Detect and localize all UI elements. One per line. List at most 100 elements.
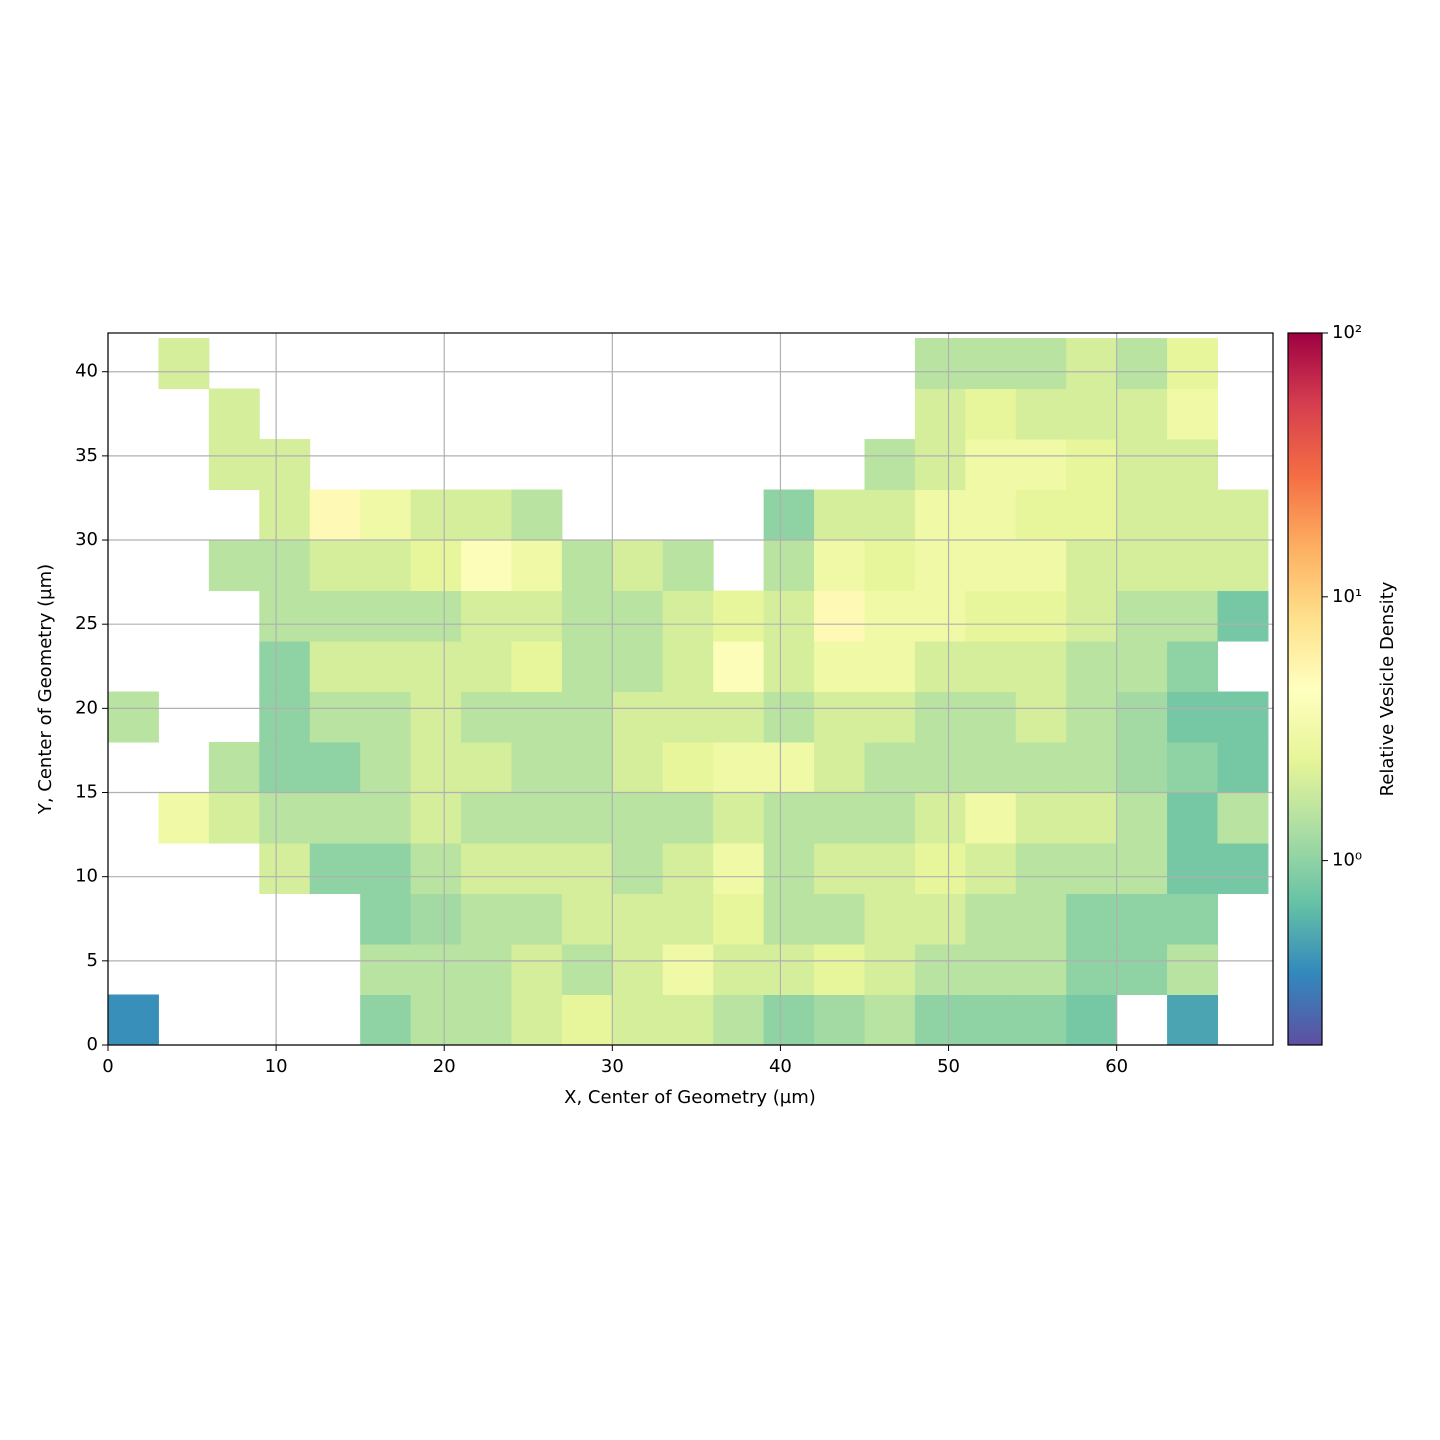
y-tick-label: 30 (75, 529, 98, 550)
heatmap-cell (360, 994, 412, 1046)
heatmap-cell (511, 590, 563, 642)
x-tick-label: 60 (1105, 1056, 1128, 1077)
heatmap-cell (814, 893, 865, 945)
heatmap-cell (309, 590, 361, 642)
heatmap-cell (1066, 944, 1118, 996)
heatmap-cell (461, 944, 512, 996)
heatmap-cell (814, 590, 865, 642)
heatmap-cell (1116, 944, 1168, 996)
heatmap-cell (461, 691, 512, 743)
heatmap-cell (814, 540, 865, 592)
heatmap-cell (1015, 843, 1067, 895)
heatmap-cell (561, 792, 613, 844)
heatmap-cell (662, 792, 714, 844)
heatmap-cell (662, 843, 714, 895)
heatmap-cell (914, 489, 966, 541)
heatmap-cell (208, 439, 260, 491)
colorbar (1287, 332, 1323, 1046)
heatmap-cell (410, 540, 462, 592)
heatmap-cell (108, 994, 159, 1046)
heatmap-cell (763, 540, 815, 592)
heatmap-cell (864, 641, 916, 693)
heatmap-cell (814, 641, 865, 693)
heatmap-cell (1116, 792, 1168, 844)
heatmap-cell (309, 691, 361, 743)
heatmap-cell (410, 994, 462, 1046)
heatmap-cell (360, 893, 412, 945)
heatmap-cell (713, 641, 765, 693)
heatmap-cell (612, 994, 664, 1046)
heatmap-cell (1066, 439, 1118, 491)
heatmap-cell (360, 742, 412, 794)
heatmap-cell (763, 489, 815, 541)
heatmap-cell (763, 742, 815, 794)
heatmap-cell (461, 893, 512, 945)
heatmap-cell (259, 439, 311, 491)
heatmap-cell (1066, 489, 1118, 541)
heatmap-cell (1116, 742, 1168, 794)
heatmap-cell (914, 691, 966, 743)
heatmap-cell (612, 540, 664, 592)
heatmap-cell (561, 742, 613, 794)
heatmap-cell (864, 590, 916, 642)
heatmap-cell (360, 944, 412, 996)
heatmap-cell (814, 742, 865, 794)
heatmap-cell (763, 893, 815, 945)
heatmap-cell (1015, 540, 1067, 592)
heatmap-cell (1167, 792, 1219, 844)
heatmap-cell (1167, 893, 1219, 945)
heatmap-cell (965, 893, 1017, 945)
heatmap-cell (965, 489, 1017, 541)
heatmap-cell (208, 388, 260, 440)
x-tick-label: 40 (769, 1056, 792, 1077)
heatmap-cell (763, 994, 815, 1046)
heatmap-cell (713, 843, 765, 895)
heatmap-cell (1015, 590, 1067, 642)
heatmap-cell (561, 893, 613, 945)
heatmap-cell (461, 641, 512, 693)
heatmap-cell (1015, 994, 1067, 1046)
x-tick-label: 0 (102, 1056, 113, 1077)
heatmap-cell (360, 590, 412, 642)
heatmap-cell (914, 388, 966, 440)
heatmap-cell (914, 439, 966, 491)
heatmap-cell (1116, 489, 1168, 541)
heatmap-cell (864, 742, 916, 794)
heatmap-cell (864, 439, 916, 491)
heatmap-cell (1066, 792, 1118, 844)
heatmap-cell (1015, 388, 1067, 440)
heatmap-cell (461, 742, 512, 794)
heatmap-cell (1116, 691, 1168, 743)
heatmap-cell (612, 944, 664, 996)
heatmap-cell (965, 691, 1017, 743)
heatmap-cell (511, 489, 563, 541)
heatmap-cell (612, 590, 664, 642)
heatmap-cell (914, 843, 966, 895)
heatmap-cell (1167, 489, 1219, 541)
heatmap-cell (662, 893, 714, 945)
heatmap-cell (965, 540, 1017, 592)
heatmap-cell (461, 540, 512, 592)
heatmap-cell (259, 691, 311, 743)
heatmap-cell (612, 641, 664, 693)
y-tick-label: 10 (75, 866, 98, 887)
heatmap-cell (965, 388, 1017, 440)
heatmap-cell (713, 944, 765, 996)
heatmap-cell (360, 843, 412, 895)
heatmap-cell (1116, 893, 1168, 945)
heatmap-cell (1015, 489, 1067, 541)
heatmap-cell (108, 691, 159, 743)
heatmap-cell (914, 338, 966, 390)
heatmap-cell (1066, 994, 1118, 1046)
heatmap-cell (1167, 843, 1219, 895)
heatmap-cell (1066, 893, 1118, 945)
heatmap-cell (561, 641, 613, 693)
x-tick-label: 10 (265, 1056, 288, 1077)
heatmap-cell (1167, 338, 1219, 390)
heatmap-cell (561, 994, 613, 1046)
heatmap-cell (864, 489, 916, 541)
heatmap-cell (410, 944, 462, 996)
heatmap-cell (511, 792, 563, 844)
heatmap-cell (410, 742, 462, 794)
